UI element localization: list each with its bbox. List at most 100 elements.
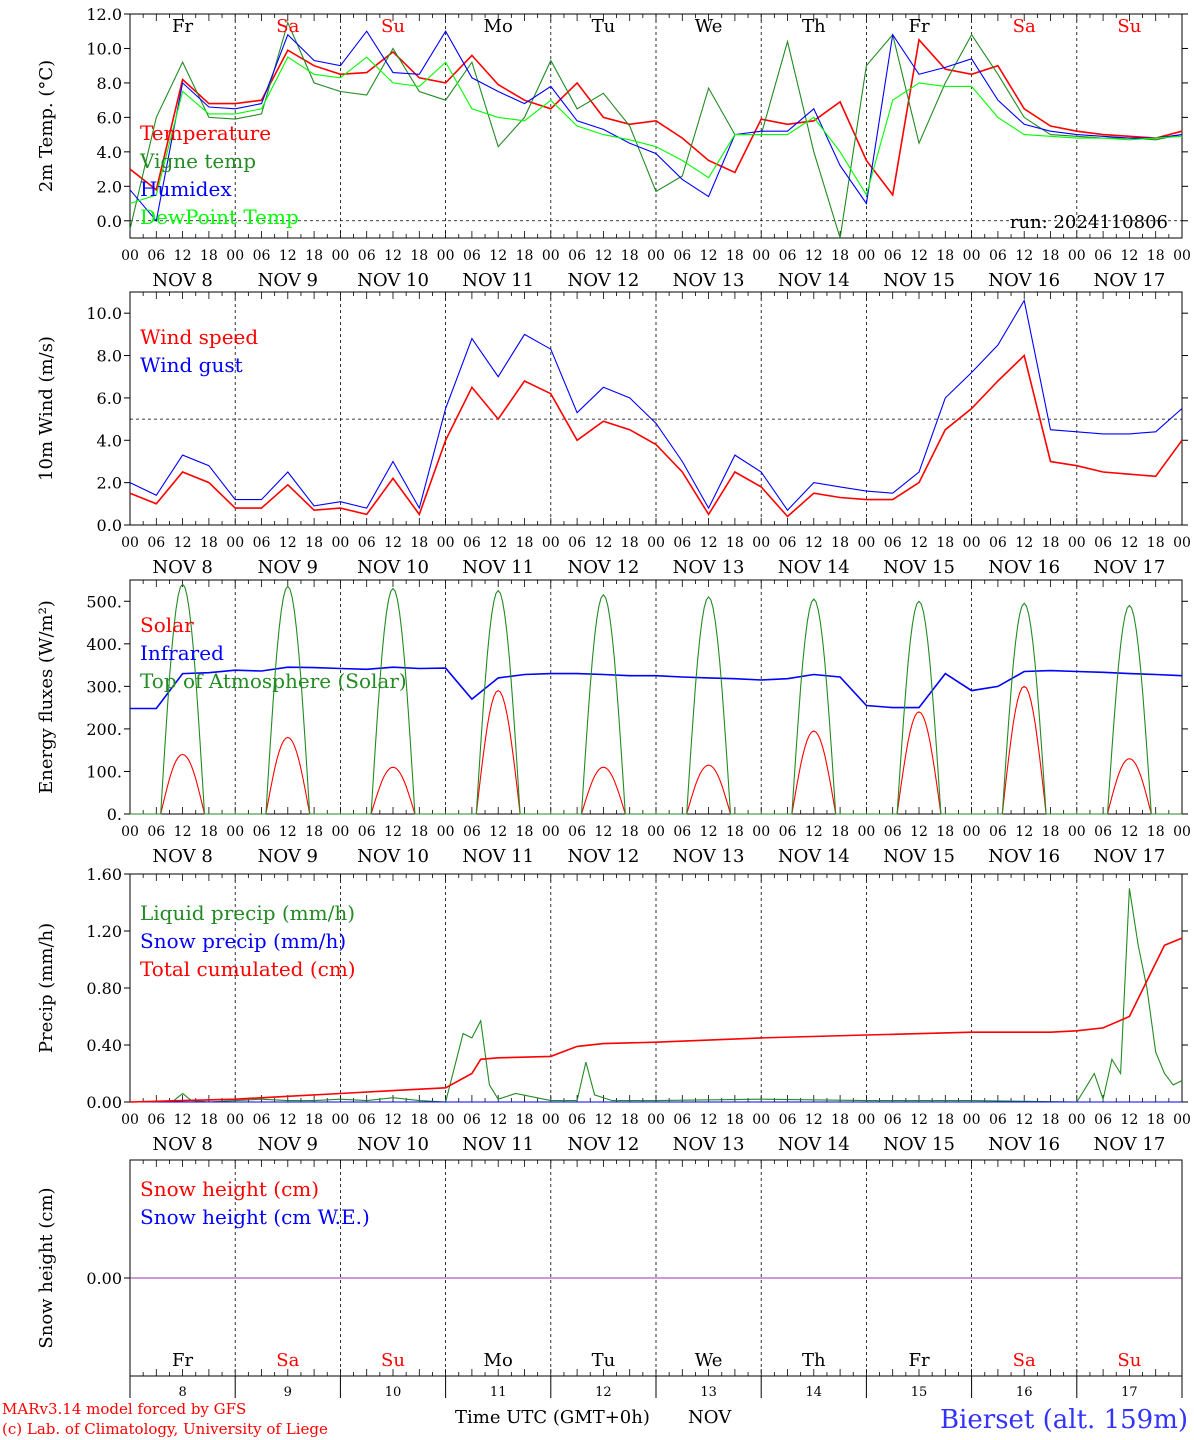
legend-entry: Top of Atmosphere (Solar) [140, 669, 407, 693]
hour-label: 18 [726, 1112, 744, 1128]
y-tick-label: 0. [107, 805, 122, 824]
hour-label: 00 [963, 535, 981, 551]
hour-label: 06 [147, 1112, 165, 1128]
y-tick-label: 2.0 [97, 474, 122, 493]
y-tick-label: 1.20 [86, 922, 122, 941]
hour-label: 12 [805, 535, 823, 551]
day-number: 13 [700, 1385, 717, 1400]
y-tick-label: 200. [86, 720, 122, 739]
hour-label: 06 [358, 248, 376, 264]
hour-label: 18 [200, 535, 218, 551]
hour-label: 18 [410, 1112, 428, 1128]
y-axis-label-wind: 10m Wind (m/s) [36, 336, 57, 481]
hour-label: 00 [226, 535, 244, 551]
y-tick-label: 4.0 [97, 431, 122, 450]
weekday-label: Fr [908, 16, 929, 37]
day-label: NOV 14 [778, 846, 850, 867]
day-label: NOV 14 [778, 557, 850, 578]
legend-entry: Infrared [140, 641, 224, 665]
hour-label: 06 [884, 1112, 902, 1128]
hour-label: 00 [963, 824, 981, 840]
day-label: NOV 9 [258, 1134, 318, 1155]
legend-entry: Vigne temp [139, 149, 256, 173]
hour-label: 12 [489, 535, 507, 551]
hour-label: 18 [305, 824, 323, 840]
hour-label: 00 [857, 1112, 875, 1128]
hour-label: 18 [305, 248, 323, 264]
series-line-dewpoint-temp [129, 56, 1183, 205]
series-line-temperature [129, 38, 1183, 197]
y-tick-label: 0.40 [86, 1036, 122, 1055]
hour-label: 06 [568, 248, 586, 264]
hour-label: 06 [884, 248, 902, 264]
weekday-label: Sa [1013, 16, 1036, 37]
y-tick-label: 0.0 [97, 212, 122, 231]
hour-label: 06 [1094, 248, 1112, 264]
hour-label: 00 [857, 248, 875, 264]
hour-label: 00 [437, 248, 455, 264]
hour-label: 12 [700, 1112, 718, 1128]
hour-label: 06 [463, 1112, 481, 1128]
hour-label: 18 [936, 824, 954, 840]
hour-label: 12 [174, 1112, 192, 1128]
series-line-total-cumulated-cm- [129, 937, 1183, 1103]
day-number: 14 [806, 1385, 823, 1400]
hour-label: 12 [594, 824, 612, 840]
day-number: 10 [385, 1385, 402, 1400]
day-label: NOV 15 [883, 846, 955, 867]
hour-label: 06 [358, 535, 376, 551]
hour-label: 00 [1173, 824, 1191, 840]
hour-label: 06 [884, 824, 902, 840]
hour-label: 12 [700, 535, 718, 551]
text-labels: 0.0 2.0 4.0 6.0 8.0 10.0 12.0 2m Temp. (°C) 00 06… [36, 5, 1191, 1400]
day-label: NOV 15 [883, 1134, 955, 1155]
day-number: 11 [490, 1385, 507, 1400]
hour-label: 00 [857, 535, 875, 551]
weekday-label: Sa [276, 1350, 299, 1371]
hour-label: 00 [1173, 248, 1191, 264]
day-label: NOV 17 [1093, 270, 1165, 291]
day-label: NOV 10 [357, 846, 429, 867]
weekday-label: Mo [484, 16, 513, 37]
hour-label: 00 [121, 535, 139, 551]
day-label: NOV 12 [567, 270, 639, 291]
hour-label: 18 [621, 248, 639, 264]
hour-label: 12 [910, 248, 928, 264]
y-axis-label-snow: Snow height (cm) [36, 1187, 57, 1348]
hour-label: 06 [463, 535, 481, 551]
hour-label: 12 [279, 248, 297, 264]
y-tick-label: 8.0 [97, 347, 122, 366]
hour-label: 06 [568, 824, 586, 840]
hour-label: 18 [726, 535, 744, 551]
day-label: NOV 11 [462, 557, 534, 578]
y-tick-label: 4.0 [97, 143, 122, 162]
hour-label: 00 [226, 248, 244, 264]
hour-label: 12 [594, 248, 612, 264]
hour-label: 06 [1094, 824, 1112, 840]
hour-label: 00 [542, 535, 560, 551]
hour-label: 06 [673, 1112, 691, 1128]
weekday-label: Fr [172, 1350, 193, 1371]
day-label: NOV 14 [778, 270, 850, 291]
hour-label: 18 [936, 248, 954, 264]
hour-label: 12 [384, 824, 402, 840]
day-number: 8 [178, 1385, 186, 1400]
hour-label: 18 [936, 535, 954, 551]
hour-label: 00 [542, 1112, 560, 1128]
day-label: NOV 9 [258, 270, 318, 291]
hour-label: 00 [226, 824, 244, 840]
y-tick-label: 6.0 [97, 389, 122, 408]
hour-label: 00 [752, 535, 770, 551]
hour-label: 12 [700, 824, 718, 840]
day-label: NOV 13 [673, 557, 745, 578]
hour-label: 06 [253, 824, 271, 840]
legend-entry: Snow height (cm) [140, 1177, 319, 1201]
hour-label: 12 [489, 824, 507, 840]
hour-label: 00 [647, 1112, 665, 1128]
run-annotation: run: 2024110806 [1010, 212, 1168, 233]
hour-label: 00 [437, 1112, 455, 1128]
hour-label: 00 [1068, 824, 1086, 840]
legend-entry: Liquid precip (mm/h) [140, 901, 355, 925]
weekday-label: We [695, 16, 723, 37]
hour-label: 00 [542, 248, 560, 264]
